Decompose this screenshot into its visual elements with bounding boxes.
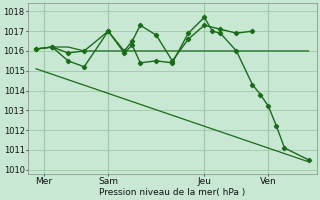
- X-axis label: Pression niveau de la mer( hPa ): Pression niveau de la mer( hPa ): [99, 188, 245, 197]
